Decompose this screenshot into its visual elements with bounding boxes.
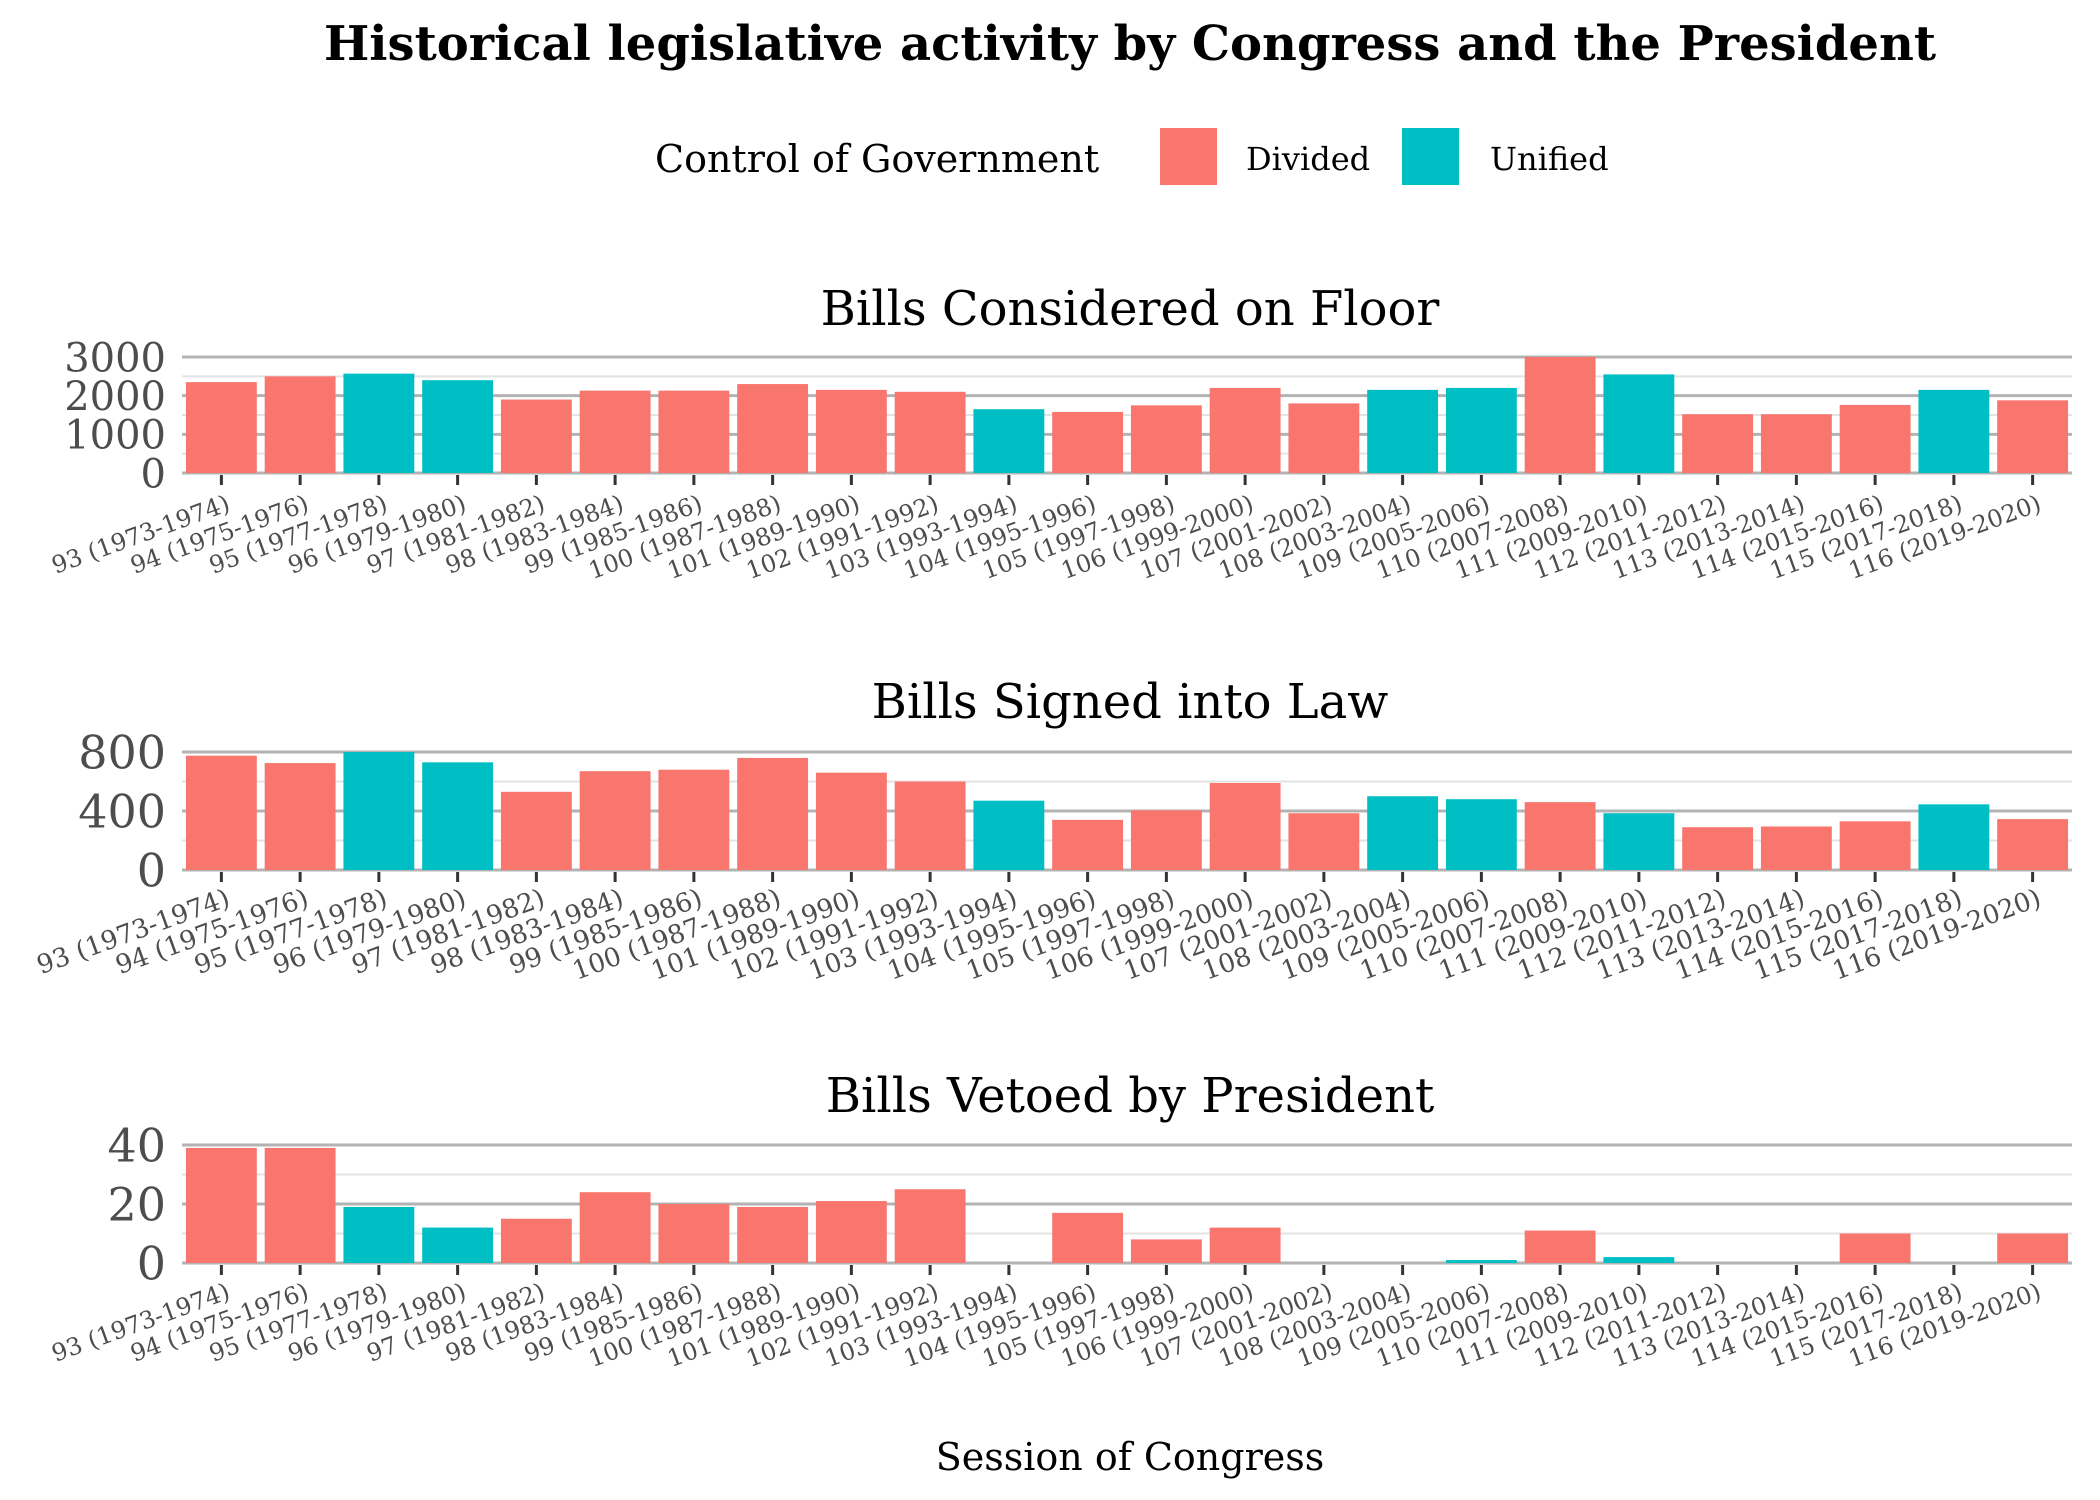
bar [815,389,887,473]
legend-swatch-unified [1402,128,1459,185]
bar [894,391,966,473]
y-tick-label: 2000 [64,374,166,420]
bar [343,1206,415,1263]
bar [815,1201,887,1263]
bar [422,1227,494,1263]
bar [1052,411,1124,473]
bar [1367,389,1439,473]
bar [185,382,257,473]
bar [1839,1233,1911,1263]
y-tick-label: 40 [107,1119,166,1173]
y-tick-label: 0 [137,1237,166,1291]
bar [1288,813,1360,870]
bar [658,1204,730,1263]
bar [343,373,415,473]
bar [1839,821,1911,870]
bar [1130,405,1202,473]
bar [1052,1212,1124,1263]
legend-label-divided: Divided [1246,140,1370,178]
bar [1682,827,1754,870]
y-tick-label: 0 [137,844,166,898]
bar [1052,819,1124,870]
bar [1603,1257,1675,1263]
bar [1524,357,1596,473]
bar [737,757,809,870]
bar [343,752,415,870]
bar [1130,1239,1202,1263]
chart-title: Historical legislative activity by Congr… [324,16,1936,72]
bar [658,390,730,473]
bar [264,763,336,870]
bar [1209,1227,1281,1263]
bar [579,1192,651,1263]
bar [1603,374,1675,473]
bar [1997,400,2069,473]
bar [1997,1233,2069,1263]
bar [1524,1230,1596,1263]
panel-1: Bills Considered on Floor010002000300093… [48,281,2072,585]
bar [737,1206,809,1263]
bar [264,376,336,473]
bar [973,409,1045,473]
bar [1445,387,1517,473]
bar [1130,810,1202,870]
bar [579,390,651,473]
bar [658,769,730,870]
bar [1209,782,1281,870]
bar [1682,414,1754,473]
bar [1997,819,2069,870]
bar [1603,813,1675,870]
bar [500,399,572,473]
bar [894,1189,966,1263]
bar [1209,387,1281,473]
legend-swatch-divided [1160,128,1217,185]
y-tick-label: 400 [78,785,166,839]
bar [579,771,651,870]
bar [185,755,257,870]
panel-title: Bills Signed into Law [872,674,1389,730]
bar [815,772,887,870]
y-tick-label: 20 [107,1178,166,1232]
y-tick-label: 800 [78,726,166,780]
bar [1839,404,1911,473]
panel-title: Bills Considered on Floor [821,281,1440,337]
y-tick-label: 3000 [64,335,166,381]
bar [1445,1260,1517,1263]
bar [1760,826,1832,870]
bar [1445,799,1517,870]
bar [1760,414,1832,473]
legend-label-unified: Unified [1490,140,1609,178]
legend-title: Control of Government [655,137,1099,181]
x-axis-title: Session of Congress [936,1435,1325,1479]
bar [973,800,1045,870]
y-tick-label: 1000 [64,413,166,459]
bar [500,791,572,870]
bar [422,762,494,870]
bar [894,781,966,870]
bar [1918,804,1990,870]
bar [264,1147,336,1263]
bar [422,380,494,473]
y-tick-label: 0 [141,451,166,497]
bar [1918,389,1990,473]
legend: Control of Government Divided Unified [655,128,1609,185]
bar [1524,802,1596,870]
bar [1288,403,1360,473]
bar [500,1218,572,1263]
panel-title: Bills Vetoed by President [826,1068,1435,1124]
bar [737,384,809,473]
bar [185,1147,257,1263]
chart-panels: Bills Considered on Floor010002000300093… [33,281,2072,1373]
bar [1367,796,1439,870]
